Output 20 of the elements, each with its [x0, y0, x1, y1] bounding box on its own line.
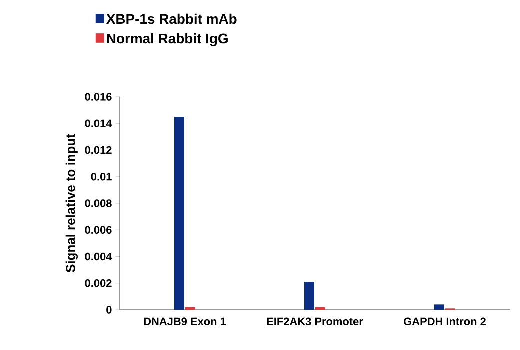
legend-label: Normal Rabbit IgG [107, 33, 228, 46]
y-tick-label: 0.01 [91, 173, 112, 181]
y-tick-label: 0.004 [85, 252, 112, 261]
bar [186, 307, 196, 310]
y-tick-label: 0 [106, 306, 112, 314]
x-tick-label: EIF2AK3 Promoter [267, 318, 364, 326]
y-tick-label: 0.006 [85, 226, 112, 234]
y-tick-label: 0.014 [85, 120, 112, 128]
y-axis-title: Signal relative to input [66, 134, 78, 273]
y-tick-label: 0.002 [85, 280, 112, 288]
y-tick-label: 0.012 [85, 146, 112, 154]
y-tick-label: 0.016 [85, 93, 112, 101]
bar [304, 282, 314, 310]
bar [316, 307, 326, 310]
y-tick-label: 0.008 [85, 200, 112, 208]
bar [434, 304, 445, 310]
x-tick-label: GAPDH Intron 2 [404, 318, 486, 326]
bar [174, 116, 184, 310]
legend-label: XBP-1s Rabbit mAb [106, 14, 237, 24]
x-tick-label: DNAJB9 Exon 1 [144, 318, 226, 326]
